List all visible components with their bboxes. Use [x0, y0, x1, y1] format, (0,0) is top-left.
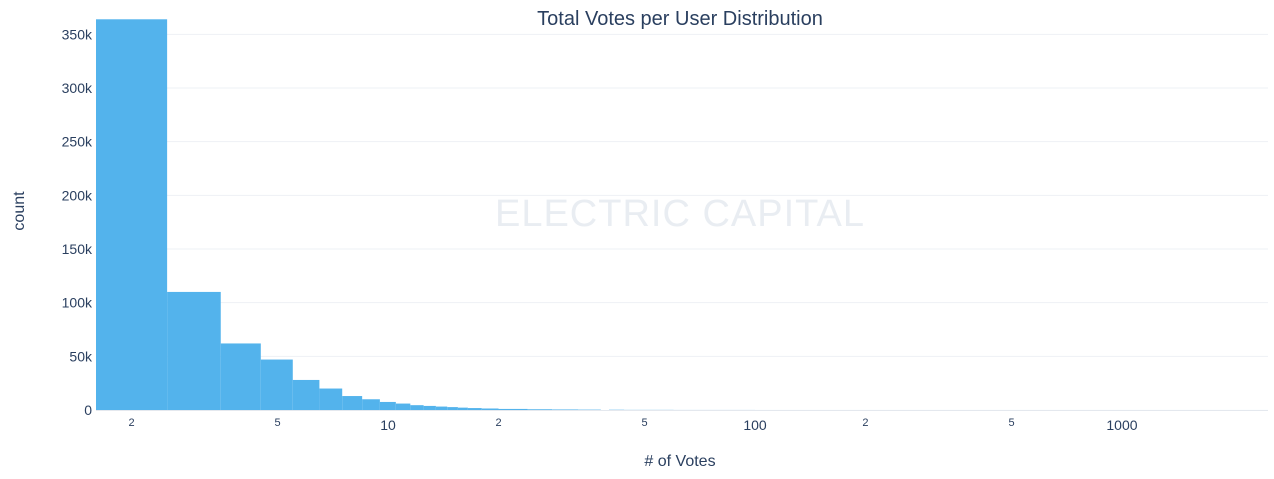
- y-tick-label: 150k: [62, 241, 93, 257]
- x-minor-tick-label: 2: [128, 417, 134, 429]
- y-tick-label: 350k: [62, 26, 93, 42]
- y-tick-label: 200k: [62, 187, 93, 203]
- histogram-bar: [342, 396, 363, 410]
- histogram-bar: [498, 408, 528, 410]
- y-axis-title: count: [11, 191, 28, 231]
- y-tick-label: 50k: [69, 348, 93, 364]
- y-axis-ticks: 0 50k 100k 150k 200k 250k 300k 350k: [62, 26, 93, 418]
- y-tick-label: 0: [84, 402, 92, 418]
- x-minor-tick-label: 5: [275, 417, 281, 429]
- histogram-bar: [552, 409, 579, 411]
- watermark-text: ELECTRIC CAPITAL: [495, 193, 865, 235]
- histogram-bar: [96, 19, 168, 410]
- x-minor-tick-label: 2: [862, 417, 868, 429]
- x-minor-tick-label: 5: [1008, 417, 1014, 429]
- x-minor-tick-label: 2: [495, 417, 501, 429]
- x-axis-title: # of Votes: [644, 453, 715, 470]
- histogram-bars: [96, 19, 1268, 411]
- histogram-bar: [423, 405, 436, 410]
- histogram-bar: [319, 388, 343, 410]
- histogram-bar: [410, 405, 424, 410]
- histogram-bar: [447, 407, 458, 410]
- x-axis-ticks: 10 100 1000 2 5 2 5 2 5: [128, 417, 1137, 433]
- histogram-bar: [260, 359, 293, 410]
- x-minor-tick-label: 5: [641, 417, 647, 429]
- histogram-bar: [435, 406, 448, 410]
- x-tick-label: 100: [743, 417, 767, 433]
- histogram-bar: [167, 291, 221, 410]
- gridlines: [96, 33, 1268, 357]
- histogram-bar: [292, 379, 320, 410]
- y-tick-label: 300k: [62, 80, 93, 96]
- histogram-bar: [220, 343, 261, 410]
- histogram-bar: [467, 408, 482, 410]
- histogram-bar: [379, 401, 396, 410]
- chart-title: Total Votes per User Distribution: [537, 8, 823, 30]
- x-tick-label: 10: [380, 417, 396, 433]
- y-tick-label: 100k: [62, 295, 93, 311]
- x-tick-label: 1000: [1106, 417, 1137, 433]
- histogram-bar: [527, 409, 553, 410]
- histogram-bar: [362, 399, 380, 410]
- histogram-bar: [578, 409, 601, 411]
- histogram-bar: [395, 403, 411, 410]
- y-tick-label: 250k: [62, 134, 93, 150]
- histogram-bar: [457, 407, 468, 410]
- histogram-bar: [481, 408, 499, 410]
